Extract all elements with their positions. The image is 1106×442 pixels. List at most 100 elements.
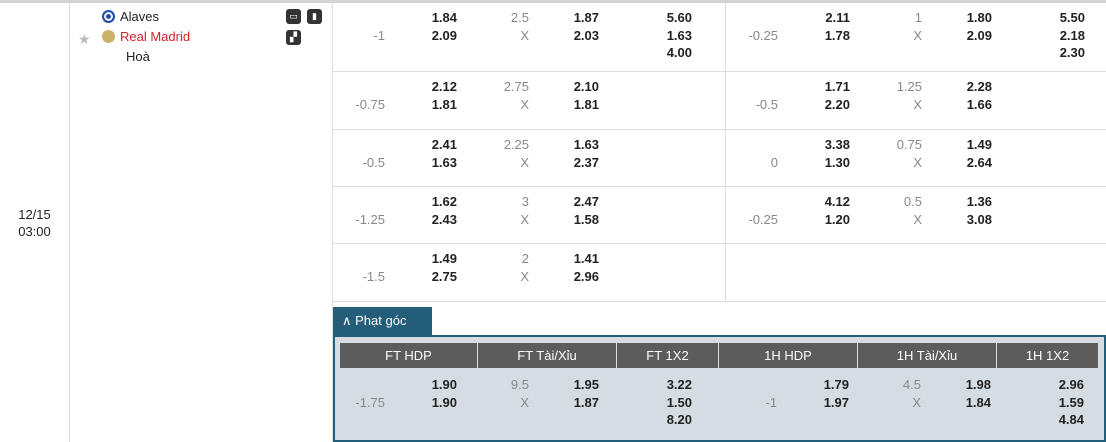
hdp-away-odds[interactable]: 1.78 bbox=[824, 27, 850, 43]
hdp-home-odds[interactable]: 1.49 bbox=[431, 251, 457, 266]
hdp-home-odds[interactable]: 2.41 bbox=[431, 137, 457, 152]
hdp-home-odds[interactable]: 2.12 bbox=[431, 79, 457, 94]
under-odds[interactable]: 1.84 bbox=[965, 394, 991, 410]
over-odds[interactable]: 1.87 bbox=[573, 10, 599, 25]
1x2-odds[interactable]: 5.50 bbox=[1059, 10, 1085, 25]
hdp-away-odds[interactable]: 1.90 bbox=[431, 394, 457, 410]
under-label: X bbox=[520, 211, 529, 227]
corner-header: 1H Tài/Xỉu bbox=[858, 343, 997, 368]
stats-icon[interactable]: ▮ bbox=[307, 9, 322, 24]
over-odds[interactable]: 1.49 bbox=[966, 137, 992, 152]
hdp-line: -1.25 bbox=[355, 211, 385, 227]
1x2-odds[interactable]: 3.22 bbox=[666, 377, 692, 392]
hdp-line: -0.25 bbox=[748, 211, 778, 227]
hdp-away-odds[interactable]: 1.20 bbox=[824, 211, 850, 227]
1x2-odds[interactable]: 2.18 bbox=[1059, 27, 1085, 43]
hdp-away-odds[interactable]: 1.63 bbox=[431, 154, 457, 170]
away-team[interactable]: Real Madrid bbox=[102, 29, 190, 44]
match-time: 03:00 bbox=[18, 223, 51, 239]
under-odds[interactable]: 2.96 bbox=[573, 268, 599, 284]
corner-header: 1H HDP bbox=[719, 343, 858, 368]
hdp-away-odds[interactable]: 2.43 bbox=[431, 211, 457, 227]
1x2-odds[interactable]: 5.60 bbox=[666, 10, 692, 25]
lineup-icon[interactable]: ▞ bbox=[286, 30, 301, 45]
hdp-home-odds[interactable]: 1.79 bbox=[823, 377, 849, 392]
1x2-odds[interactable]: 2.30 bbox=[1059, 45, 1085, 60]
odds-half-fulltime: -0.75 2.12 1.81 2.75 X 2.10 1.81 bbox=[333, 72, 725, 129]
1x2-odds[interactable]: 1.50 bbox=[666, 394, 692, 410]
1x2-odds[interactable]: 4.84 bbox=[1058, 412, 1084, 427]
odds-half-firsthalf bbox=[725, 244, 1106, 301]
over-odds[interactable]: 1.36 bbox=[966, 194, 992, 209]
under-odds[interactable]: 2.64 bbox=[966, 154, 992, 170]
away-team-name: Real Madrid bbox=[120, 29, 191, 44]
under-odds[interactable]: 1.87 bbox=[573, 394, 599, 410]
hdp-line: -0.5 bbox=[362, 154, 385, 170]
odds-row: -0.5 2.41 1.63 2.25 X 1.63 2.37 0 3.38 1.30 0.75 X 1… bbox=[333, 130, 1106, 187]
hdp-away-odds[interactable]: 2.75 bbox=[431, 268, 457, 284]
ou-line: 4.5 bbox=[902, 377, 921, 392]
over-odds[interactable]: 2.10 bbox=[573, 79, 599, 94]
under-odds[interactable]: 1.81 bbox=[573, 96, 599, 112]
top-border bbox=[0, 0, 1106, 3]
kickoff-time: 12/15 03:00 bbox=[0, 3, 70, 442]
corner-header: 1H 1X2 bbox=[997, 343, 1099, 368]
under-odds[interactable]: 1.66 bbox=[966, 96, 992, 112]
under-label: X bbox=[913, 154, 922, 170]
over-odds[interactable]: 1.41 bbox=[573, 251, 599, 266]
under-label: X bbox=[913, 96, 922, 112]
under-label: X bbox=[520, 154, 529, 170]
hdp-line: -1 bbox=[765, 394, 777, 410]
hdp-home-odds[interactable]: 1.71 bbox=[824, 79, 850, 94]
under-label: X bbox=[520, 394, 529, 410]
under-label: X bbox=[913, 211, 922, 227]
1x2-odds[interactable]: 1.59 bbox=[1058, 394, 1084, 410]
hdp-home-odds[interactable]: 1.84 bbox=[431, 10, 457, 25]
odds-half-fulltime: -1 1.84 2.09 2.5 X 1.87 2.03 5.60 1.63 4.00 bbox=[333, 3, 725, 71]
1x2-odds[interactable]: 1.63 bbox=[666, 27, 692, 43]
corner-tab[interactable]: ∧ Phạt góc bbox=[333, 307, 432, 336]
under-odds[interactable]: 2.03 bbox=[573, 27, 599, 43]
hdp-away-odds[interactable]: 1.81 bbox=[431, 96, 457, 112]
hdp-home-odds[interactable]: 1.90 bbox=[431, 377, 457, 392]
real-madrid-logo-icon bbox=[102, 30, 115, 43]
corner-header: FT 1X2 bbox=[617, 343, 719, 368]
ou-line: 9.5 bbox=[510, 377, 529, 392]
over-odds[interactable]: 1.98 bbox=[965, 377, 991, 392]
over-odds[interactable]: 1.95 bbox=[573, 377, 599, 392]
under-odds[interactable]: 2.37 bbox=[573, 154, 599, 170]
draw-text: Hoà bbox=[126, 49, 150, 64]
hdp-line: -0.5 bbox=[755, 96, 778, 112]
hdp-away-odds[interactable]: 1.30 bbox=[824, 154, 850, 170]
odds-half-fulltime: -1.5 1.49 2.75 2 X 1.41 2.96 bbox=[333, 244, 725, 301]
over-odds[interactable]: 2.28 bbox=[966, 79, 992, 94]
hdp-home-odds[interactable]: 2.11 bbox=[825, 10, 850, 25]
hdp-away-odds[interactable]: 2.20 bbox=[824, 96, 850, 112]
under-odds[interactable]: 2.09 bbox=[966, 27, 992, 43]
odds-row: -1 1.84 2.09 2.5 X 1.87 2.03 5.60 1.63 4.00 -0.25 2… bbox=[333, 3, 1106, 72]
chevron-up-icon: ∧ bbox=[342, 313, 356, 328]
over-odds[interactable]: 1.63 bbox=[573, 137, 599, 152]
hdp-away-odds[interactable]: 1.97 bbox=[823, 394, 849, 410]
hdp-home-odds[interactable]: 1.62 bbox=[431, 194, 457, 209]
1x2-odds[interactable]: 2.96 bbox=[1058, 377, 1084, 392]
hdp-home-odds[interactable]: 4.12 bbox=[824, 194, 850, 209]
under-odds[interactable]: 3.08 bbox=[966, 211, 992, 227]
star-icon[interactable]: ★ bbox=[78, 31, 91, 47]
hdp-line: -1.75 bbox=[355, 394, 385, 410]
1x2-odds[interactable]: 4.00 bbox=[666, 45, 692, 60]
under-odds[interactable]: 1.58 bbox=[573, 211, 599, 227]
ou-line: 0.5 bbox=[903, 194, 922, 209]
over-odds[interactable]: 1.80 bbox=[966, 10, 992, 25]
home-team[interactable]: Alaves bbox=[102, 9, 159, 24]
odds-row: -1.25 1.62 2.43 3 X 2.47 1.58 -0.25 4.12 1.20 0.5 X… bbox=[333, 187, 1106, 244]
odds-row: -0.75 2.12 1.81 2.75 X 2.10 1.81 -0.5 1.71 2.20 1.… bbox=[333, 72, 1106, 130]
hdp-home-odds[interactable]: 3.38 bbox=[824, 137, 850, 152]
hdp-away-odds[interactable]: 2.09 bbox=[431, 27, 457, 43]
under-label: X bbox=[520, 96, 529, 112]
1x2-odds[interactable]: 8.20 bbox=[666, 412, 692, 427]
hdp-line: 0 bbox=[770, 154, 778, 170]
tv-icon[interactable]: ▭ bbox=[286, 9, 301, 24]
over-odds[interactable]: 2.47 bbox=[573, 194, 599, 209]
draw-label: Hoà bbox=[126, 49, 150, 64]
